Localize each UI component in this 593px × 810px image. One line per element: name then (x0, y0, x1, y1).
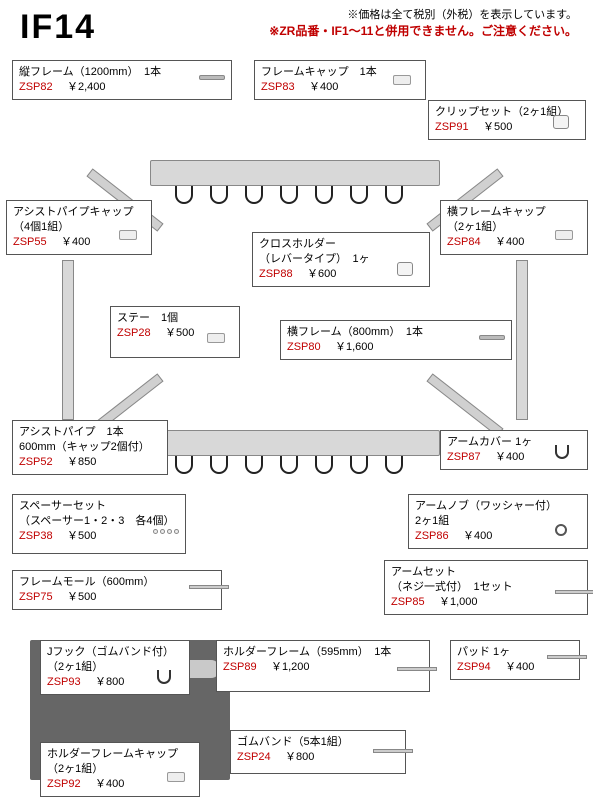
part-code: ZSP38 (19, 529, 59, 544)
cap-icon (167, 772, 195, 792)
part-price: ￥1,000 (439, 595, 478, 610)
part-box-zsp24: ゴムバンド（5本1組）ZSP24 ￥800 (230, 730, 406, 774)
long-icon (373, 749, 401, 769)
part-code: ZSP75 (19, 590, 59, 605)
part-name: 横フレーム（800mm） 1本 (287, 325, 505, 340)
clip-icon (397, 262, 425, 282)
cap-icon (555, 230, 583, 250)
bar-icon (479, 335, 507, 355)
part-box-zsp38: スペーサーセット（スペーサー1・2・3 各4個）ZSP38 ￥500 (12, 494, 186, 554)
part-name: フレームモール（600mm） (19, 575, 215, 590)
part-box-zsp91: クリップセット（2ヶ1組）ZSP91￥500 (428, 100, 586, 140)
clip-icon (553, 115, 581, 135)
part-code: ZSP93 (47, 675, 87, 690)
part-code: ZSP82 (19, 80, 59, 95)
long-icon (547, 655, 575, 675)
compatibility-warning: ※ZR品番・IF1～11と併用できません。ご注意ください。 (269, 22, 577, 39)
part-name: アシストパイプキャップ (13, 205, 145, 220)
part-name: Jフック（ゴムバンド付） (47, 645, 183, 660)
part-price: ￥500 (165, 326, 194, 341)
part-code: ZSP24 (237, 750, 277, 765)
part-box-zsp94: パッド 1ヶZSP94￥400 (450, 640, 580, 680)
part-code: ZSP83 (261, 80, 301, 95)
part-price: ￥1,200 (271, 660, 310, 675)
price-tax-note: ※価格は全て税別（外税）を表示しています。 (347, 6, 577, 22)
part-name-line2: （スペーサー1・2・3 各4個） (19, 514, 179, 529)
part-code: ZSP55 (13, 235, 53, 250)
part-box-zsp82: 縦フレーム（1200mm） 1本ZSP82 ￥2,400 (12, 60, 232, 100)
hook-icon (555, 445, 583, 465)
part-code: ZSP87 (447, 450, 487, 465)
long-icon (189, 585, 217, 605)
part-price: ￥400 (95, 777, 124, 792)
part-code: ZSP80 (287, 340, 327, 355)
part-name: ホルダーフレームキャップ (47, 747, 193, 762)
part-price: ￥400 (61, 235, 90, 250)
part-name: ステー 1個 (117, 311, 233, 326)
part-box-zsp83: フレームキャップ 1本ZSP83￥400 (254, 60, 426, 100)
part-code: ZSP92 (47, 777, 87, 792)
part-box-zsp28: ステー 1個ZSP28 ￥500 (110, 306, 240, 358)
part-code: ZSP89 (223, 660, 263, 675)
cap-icon (207, 333, 235, 353)
part-price: ￥400 (463, 529, 492, 544)
part-price: ￥600 (307, 267, 336, 282)
part-box-zsp93: Jフック（ゴムバンド付）（2ヶ1組）ZSP93￥800 (40, 640, 190, 695)
part-price: ￥500 (483, 120, 512, 135)
part-price: ￥500 (67, 529, 96, 544)
part-box-zsp80: 横フレーム（800mm） 1本ZSP80 ￥1,600 (280, 320, 512, 360)
part-name: ゴムバンド（5本1組） (237, 735, 399, 750)
part-box-zsp88: クロスホルダー（レバータイプ） 1ヶZSP88￥600 (252, 232, 430, 287)
part-price: ￥850 (67, 455, 96, 470)
part-price: ￥400 (495, 450, 524, 465)
cap-icon (119, 230, 147, 250)
part-name: 横フレームキャップ (447, 205, 581, 220)
part-code: ZSP86 (415, 529, 455, 544)
part-name: アームセット (391, 565, 581, 580)
part-name-line2: 600mm（キャップ2個付） (19, 440, 161, 455)
part-code: ZSP84 (447, 235, 487, 250)
part-price: ￥400 (309, 80, 338, 95)
part-name: 縦フレーム（1200mm） 1本 (19, 65, 225, 80)
part-box-zsp55: アシストパイプキャップ（4個1組）ZSP55￥400 (6, 200, 152, 255)
part-box-zsp52: アシストパイプ 1本600mm（キャップ2個付）ZSP52 ￥850 (12, 420, 168, 475)
part-code: ZSP52 (19, 455, 59, 470)
part-name: スペーサーセット (19, 499, 179, 514)
part-name: ホルダーフレーム（595mm） 1本 (223, 645, 423, 660)
part-box-zsp89: ホルダーフレーム（595mm） 1本ZSP89 ￥1,200 (216, 640, 430, 692)
dots-icon (153, 529, 181, 549)
part-box-zsp75: フレームモール（600mm）ZSP75 ￥500 (12, 570, 222, 610)
part-code: ZSP88 (259, 267, 299, 282)
part-name: アームノブ（ワッシャー付） (415, 499, 581, 514)
part-box-zsp85: アームセット（ネジ一式付） 1セットZSP85 ￥1,000 (384, 560, 588, 615)
long-icon (397, 667, 425, 687)
part-name-line2: （ネジ一式付） 1セット (391, 580, 581, 595)
part-box-zsp86: アームノブ（ワッシャー付）2ヶ1組ZSP86￥400 (408, 494, 588, 549)
part-price: ￥800 (285, 750, 314, 765)
bar-icon (199, 75, 227, 95)
part-code: ZSP91 (435, 120, 475, 135)
part-name: クロスホルダー (259, 237, 423, 252)
part-code: ZSP85 (391, 595, 431, 610)
part-price: ￥400 (505, 660, 534, 675)
part-price: ￥2,400 (67, 80, 106, 95)
part-box-zsp92: ホルダーフレームキャップ（2ヶ1組）ZSP92￥400 (40, 742, 200, 797)
ring-icon (555, 524, 583, 544)
part-box-zsp87: アームカバー 1ヶZSP87￥400 (440, 430, 588, 470)
part-price: ￥500 (67, 590, 96, 605)
part-box-zsp84: 横フレームキャップ（2ヶ1組）ZSP84￥400 (440, 200, 588, 255)
part-price: ￥800 (95, 675, 124, 690)
part-price: ￥400 (495, 235, 524, 250)
model-title: IF14 (20, 8, 96, 47)
cap-icon (393, 75, 421, 95)
part-code: ZSP28 (117, 326, 157, 341)
hook-icon (157, 670, 185, 690)
part-code: ZSP94 (457, 660, 497, 675)
part-price: ￥1,600 (335, 340, 374, 355)
long-icon (555, 590, 583, 610)
part-name: アシストパイプ 1本 (19, 425, 161, 440)
